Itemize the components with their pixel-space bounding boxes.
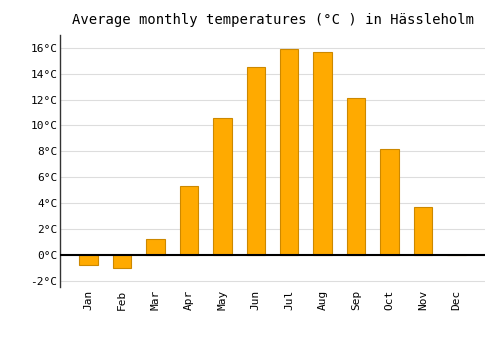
Bar [347,98,366,255]
Bar [180,186,198,255]
Bar [314,52,332,255]
Bar [80,255,98,265]
Bar [113,255,131,268]
Bar [280,49,298,255]
Bar [414,207,432,255]
Bar [380,149,399,255]
Bar [146,239,165,255]
Bar [213,118,232,255]
Bar [246,67,265,255]
Title: Average monthly temperatures (°C ) in Hässleholm: Average monthly temperatures (°C ) in Hä… [72,13,473,27]
